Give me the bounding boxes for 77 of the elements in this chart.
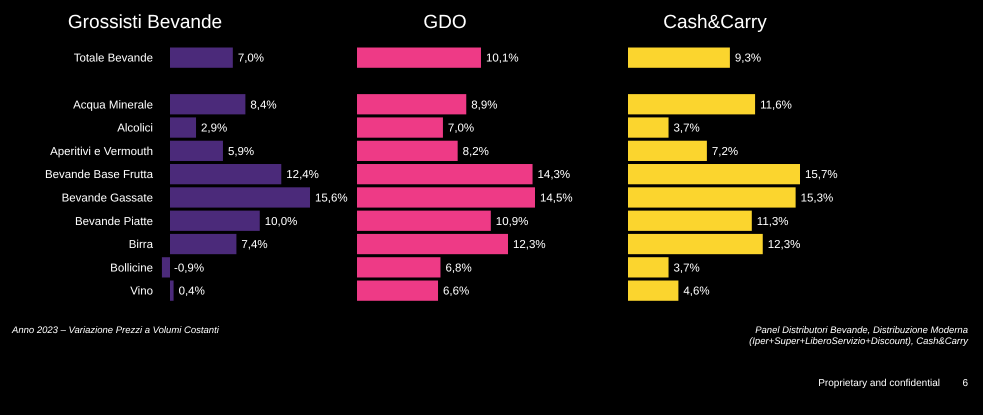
bar [170,187,310,208]
y-tick-label: Vino [130,286,153,298]
bar [170,280,174,301]
data-label: 5,9% [228,146,254,158]
text: 6 [962,378,968,389]
data-label: 14,5% [540,192,573,204]
data-label: 15,3% [800,192,834,204]
bar [357,140,458,161]
text: Anno 2023 – Variazione Prezzi a Volumi Costanti [11,325,220,336]
data-label: 10,1% [486,52,519,65]
data-label: 14,3% [538,169,570,182]
bar [628,94,756,114]
data-label: 10,9% [496,216,528,228]
data-label: 7,4% [241,239,268,252]
data-label: 8,2% [462,146,489,158]
data-label: 7,2% [712,146,738,158]
data-label: 4,6% [683,286,710,298]
chart-title: GDO [423,12,467,33]
bar [170,164,282,184]
bar [628,164,800,184]
bar [357,234,508,254]
y-tick-label: Birra [128,239,154,252]
data-label: 9,3% [734,52,762,65]
bar [170,94,246,114]
data-label: 7,0% [238,52,264,65]
bar [628,187,796,208]
data-label: 8,4% [250,99,277,112]
bar [170,117,196,138]
bar [357,187,535,208]
bar [170,140,223,161]
bar [357,164,533,184]
data-label: 15,6% [315,192,348,204]
data-label: 15,7% [805,169,838,182]
data-label: 6,6% [443,286,470,298]
bar [357,280,438,301]
y-tick-label: Alcolici [117,122,153,135]
bar [170,48,233,68]
bar [162,257,170,278]
bar [628,280,678,301]
data-label: 8,9% [471,99,498,112]
bar [170,210,260,231]
y-tick-label: Bevande Base Frutta [44,169,154,182]
y-tick-label: Bevande Gassate [62,192,153,204]
data-label: -0,9% [174,262,204,274]
data-label: 7,0% [448,122,474,135]
data-label: 11,3% [756,216,789,228]
data-label: 2,9% [201,122,228,135]
bar [628,117,669,138]
data-label: 0,4% [178,286,205,298]
bar [357,210,491,231]
y-tick-label: Bollicine [110,262,153,274]
chart-title: Cash&Carry [663,12,768,33]
data-label: 12,3% [768,239,800,252]
data-label: 10,0% [264,216,298,228]
bar [170,234,236,254]
data-label: 12,4% [286,169,319,182]
text: Panel Distributori Bevande, Distribuzione Moderna (Iper+Super+LiberoServizio+Discount), Cash&Carry [749,325,970,347]
bar [628,140,707,161]
chart-title: Grossisti Bevande [68,12,222,33]
bar [628,234,763,254]
data-label: 6,8% [445,262,472,274]
bar [357,257,440,278]
y-tick-label: Acqua Minerale [73,99,153,112]
y-tick-label: Aperitivi e Vermouth [50,146,153,158]
data-label: 3,7% [674,122,700,135]
bar [357,117,443,138]
text: Proprietary and confidential [818,378,940,389]
y-tick-label: Totale Bevande [74,52,153,65]
y-tick-label: Bevande Piatte [74,216,153,228]
data-label: 12,3% [512,239,546,252]
bar [628,210,752,231]
data-label: 11,6% [760,99,792,112]
bar [628,257,669,278]
data-label: 3,7% [674,262,700,274]
bar [357,94,466,114]
bar [628,48,730,68]
bar [357,48,481,68]
